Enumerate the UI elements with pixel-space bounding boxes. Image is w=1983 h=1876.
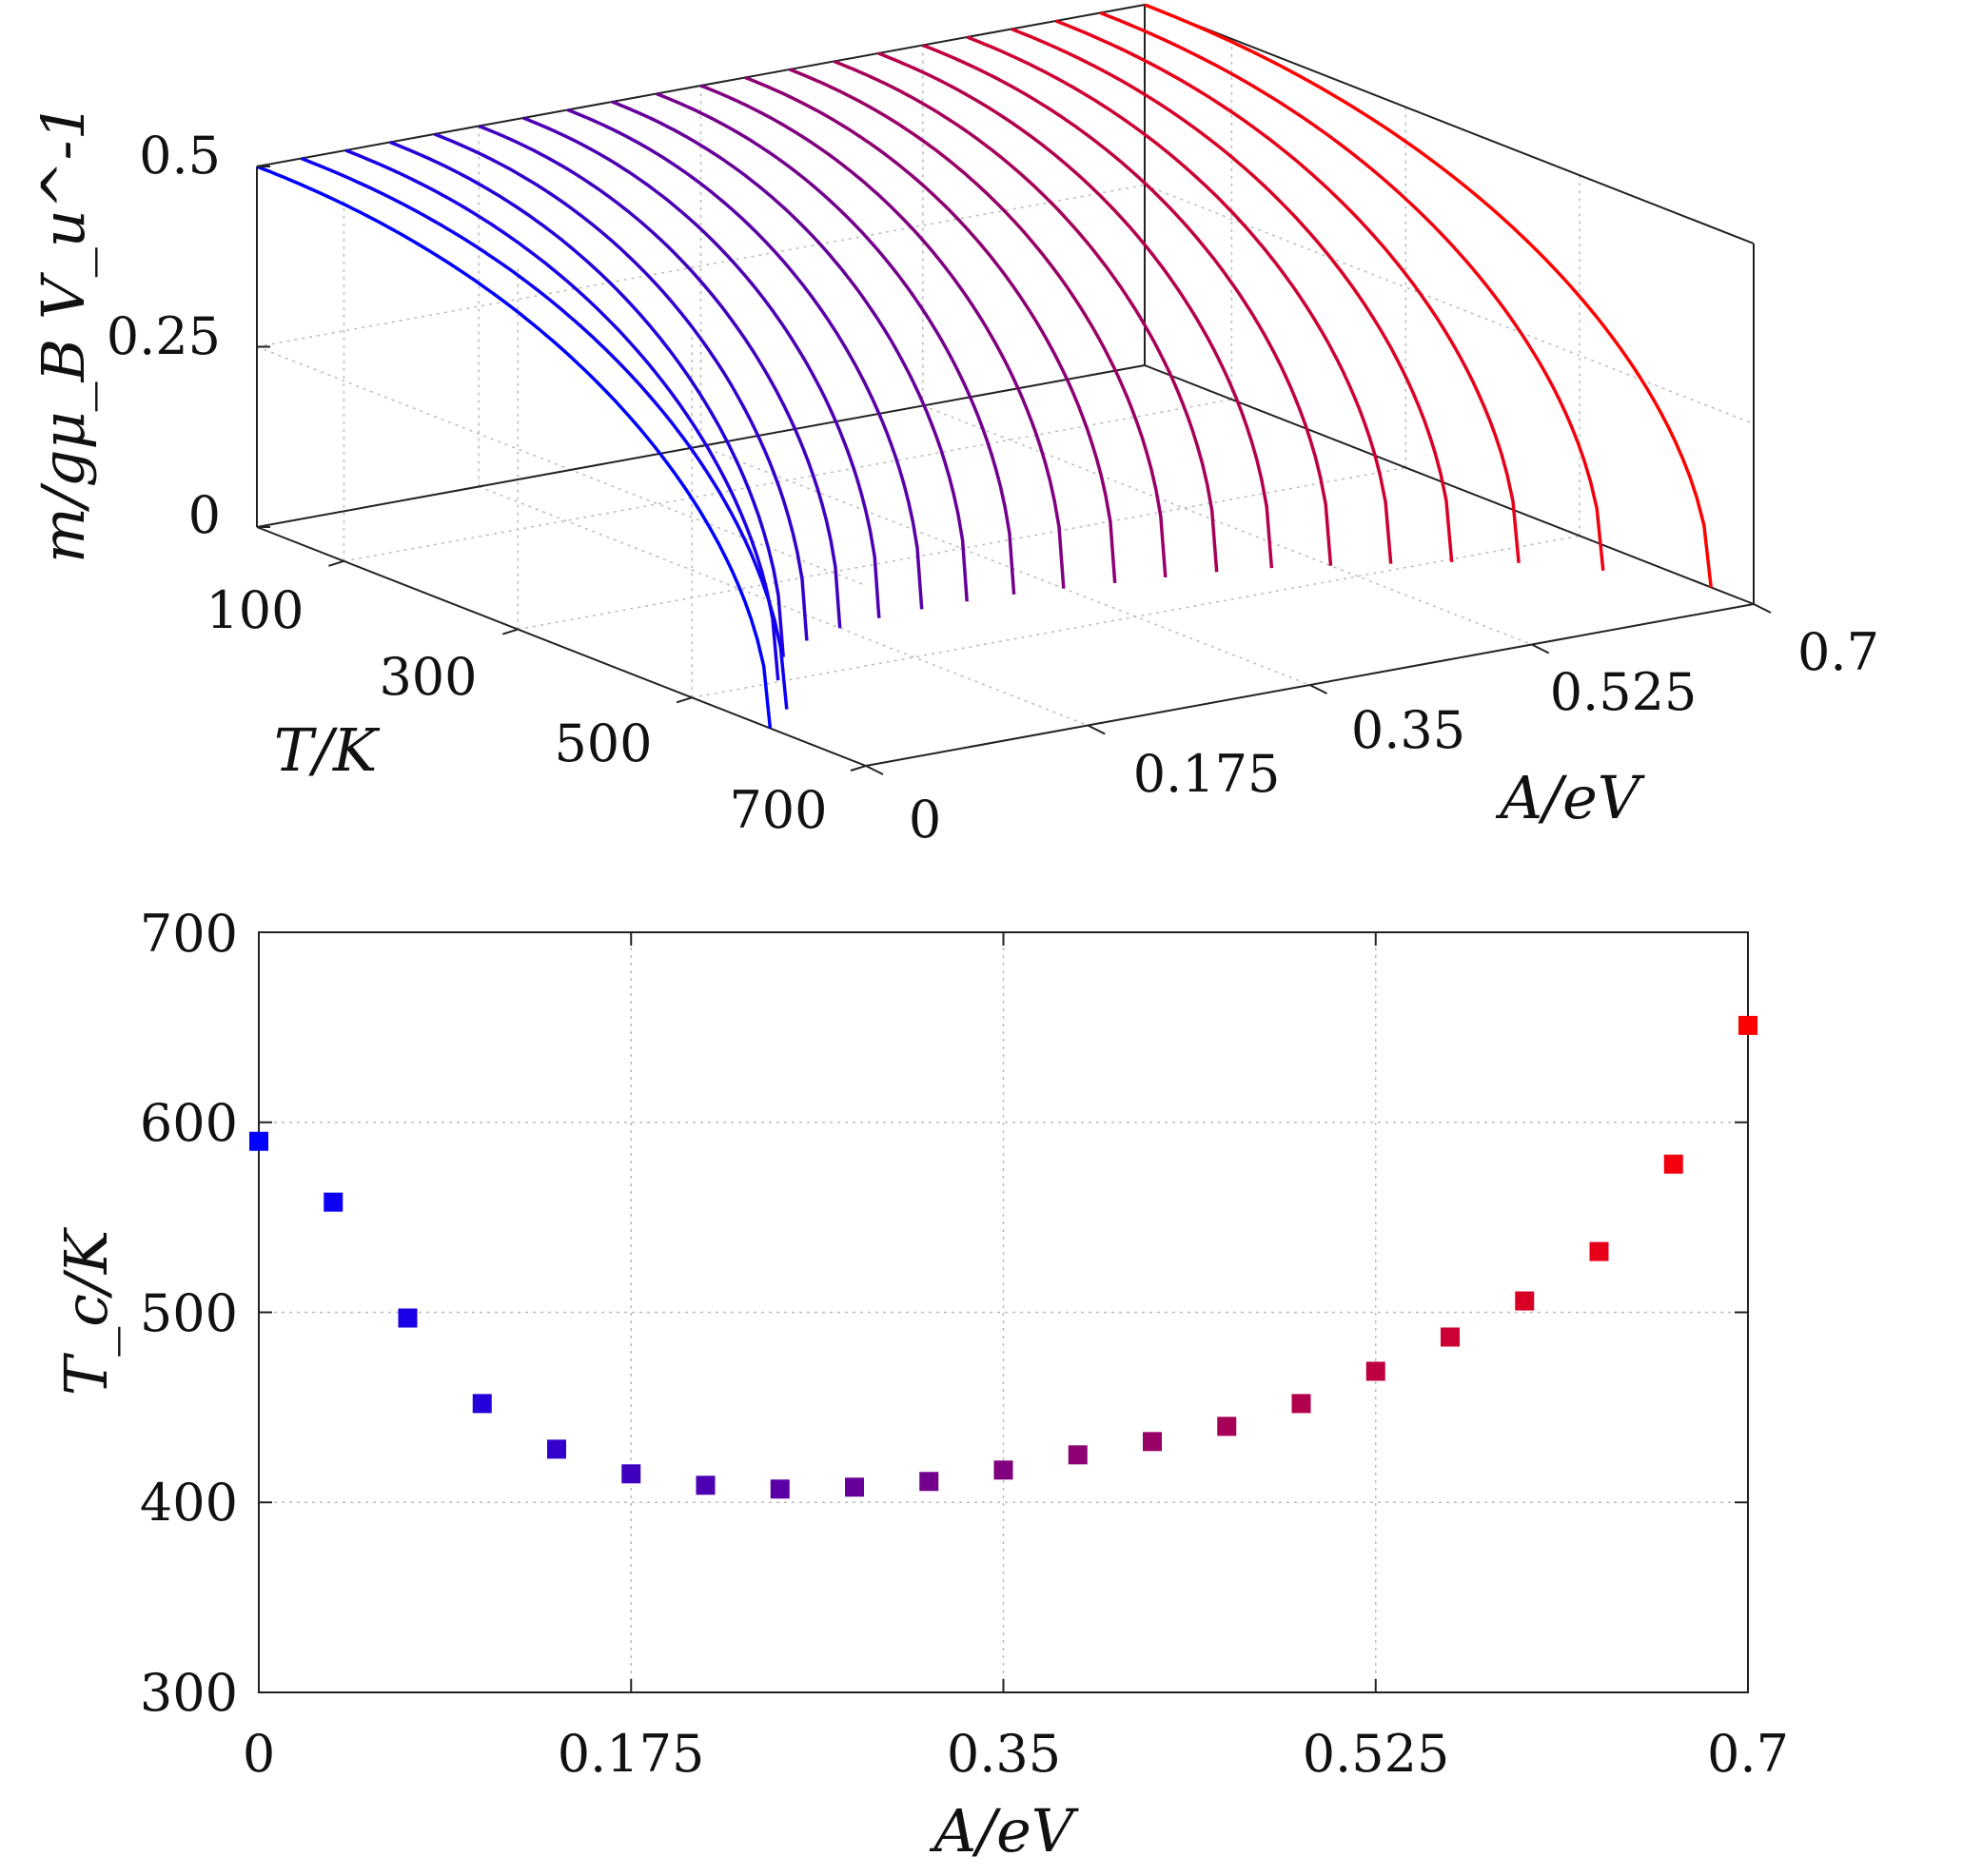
a3d-tick-label-0525: 0.525 <box>1550 662 1698 722</box>
a3d-tick-mark <box>1309 684 1327 694</box>
tc-point <box>1663 1154 1683 1174</box>
tc-point <box>1365 1361 1385 1381</box>
x-tick-label-0175: 0.175 <box>558 1724 705 1784</box>
t-axis-label: T/K <box>274 715 381 785</box>
magnetization-curve <box>966 35 1393 564</box>
y-tick-label-700: 700 <box>140 904 238 964</box>
y-tick-label-500: 500 <box>140 1283 238 1343</box>
t-tick-label-700: 700 <box>729 780 827 840</box>
t-tick-mark <box>328 559 344 567</box>
back-wall-grid-m <box>256 184 1146 348</box>
z-tick-label-0: 0 <box>188 485 221 545</box>
floor-grid-t <box>692 535 1581 699</box>
tc-scatter-panel: 300 400 500 600 700 0 0.175 0.35 0.525 0… <box>51 904 1789 1866</box>
tc-point <box>1441 1327 1460 1347</box>
a3d-tick-label-07: 0.7 <box>1797 622 1879 682</box>
bottom-tick-marks <box>258 931 1749 1693</box>
top-grid-lines <box>256 38 1755 767</box>
box-edge-t-right <box>1144 364 1755 605</box>
tc-point <box>1589 1241 1609 1261</box>
tc-point <box>1143 1432 1162 1452</box>
tc-point <box>696 1475 716 1495</box>
tc-point <box>324 1192 344 1212</box>
tc-point <box>472 1394 492 1414</box>
magnetization-curve <box>1055 19 1521 563</box>
magnetization-curve <box>1011 27 1454 563</box>
tc-point <box>845 1477 864 1497</box>
x-tick-label-035: 0.35 <box>947 1724 1061 1784</box>
y-axis-label: T_c/K <box>51 1226 121 1396</box>
magnetization-curve <box>389 140 785 657</box>
m-axis-label: m/gμ_B V_u^-1 <box>29 103 98 563</box>
floor-grid-a <box>478 485 1089 727</box>
magnetization-curve <box>699 84 1066 589</box>
magnetization-curve <box>256 165 773 729</box>
tc-point <box>621 1464 641 1484</box>
magnetization-curve <box>656 91 1016 596</box>
tc-point <box>993 1460 1013 1480</box>
magnetization-curves <box>256 3 1713 729</box>
magnetization-curve <box>522 116 881 618</box>
a3d-axis-label: A/eV <box>1495 763 1645 832</box>
a3d-tick-mark <box>865 765 884 775</box>
t-tick-label-100: 100 <box>206 580 304 640</box>
x-tick-label-0525: 0.525 <box>1303 1724 1450 1784</box>
magnetization-curve <box>1144 3 1713 588</box>
t-tick-label-300: 300 <box>379 647 477 707</box>
t-tick-label-500: 500 <box>554 713 652 773</box>
x-axis-label: A/eV <box>929 1796 1079 1866</box>
box-edge-t <box>256 526 867 767</box>
top-tick-marks <box>257 166 1772 775</box>
tc-point <box>249 1131 268 1151</box>
x-tick-label-07: 0.7 <box>1707 1724 1789 1784</box>
y-tick-label-300: 300 <box>140 1663 238 1723</box>
t-tick-mark <box>501 628 519 635</box>
a3d-tick-mark <box>1753 603 1772 614</box>
box-edge-a-back <box>256 364 1146 528</box>
a3d-tick-mark <box>1087 724 1106 735</box>
floor-grid-a <box>700 445 1310 686</box>
tc-points <box>249 1015 1757 1499</box>
magnetization-3d-panel: 0 0.25 0.5 100 300 500 700 0 0.175 0.35 … <box>29 3 1879 850</box>
t-tick-mark <box>850 765 867 772</box>
tc-point <box>1738 1015 1757 1035</box>
y-tick-label-600: 600 <box>140 1093 238 1153</box>
magnetization-curve <box>744 75 1117 584</box>
a3d-tick-mark <box>1531 643 1550 655</box>
tc-point <box>1515 1291 1535 1311</box>
magnetization-curve <box>922 43 1333 566</box>
magnetization-curve <box>300 156 789 710</box>
z-tick-label-2: 0.5 <box>139 126 221 186</box>
tc-point <box>919 1472 939 1492</box>
z-tick-label-1: 0.25 <box>107 306 221 366</box>
magnetization-curve <box>877 51 1274 569</box>
tc-point <box>547 1439 566 1459</box>
a3d-tick-label-035: 0.35 <box>1351 700 1465 760</box>
magnetization-curve <box>1099 10 1605 571</box>
magnetization-curve <box>433 132 809 641</box>
floor-grid-a <box>922 404 1533 646</box>
x-tick-label-0: 0 <box>243 1724 275 1784</box>
a3d-tick-label-0175: 0.175 <box>1133 744 1281 804</box>
magnetization-curve <box>833 59 1219 573</box>
magnetization-curve <box>566 107 924 610</box>
tc-point <box>1291 1394 1311 1414</box>
magnetization-curve <box>789 68 1168 578</box>
tc-point <box>1217 1417 1237 1436</box>
tc-point <box>1068 1445 1088 1465</box>
box-edge-top-right <box>1144 4 1755 244</box>
a3d-tick-label-0: 0 <box>909 790 941 850</box>
y-tick-label-400: 400 <box>140 1473 238 1533</box>
magnetization-curve <box>344 148 780 681</box>
left-wall-grid-m <box>256 345 867 587</box>
side-wall-grid-m <box>1144 184 1755 425</box>
magnetization-curve <box>478 124 842 629</box>
tc-point <box>398 1308 418 1328</box>
t-tick-mark <box>676 696 693 704</box>
bottom-grid-lines <box>259 932 1748 1692</box>
magnetization-curve <box>611 100 969 602</box>
tc-point <box>770 1479 790 1499</box>
